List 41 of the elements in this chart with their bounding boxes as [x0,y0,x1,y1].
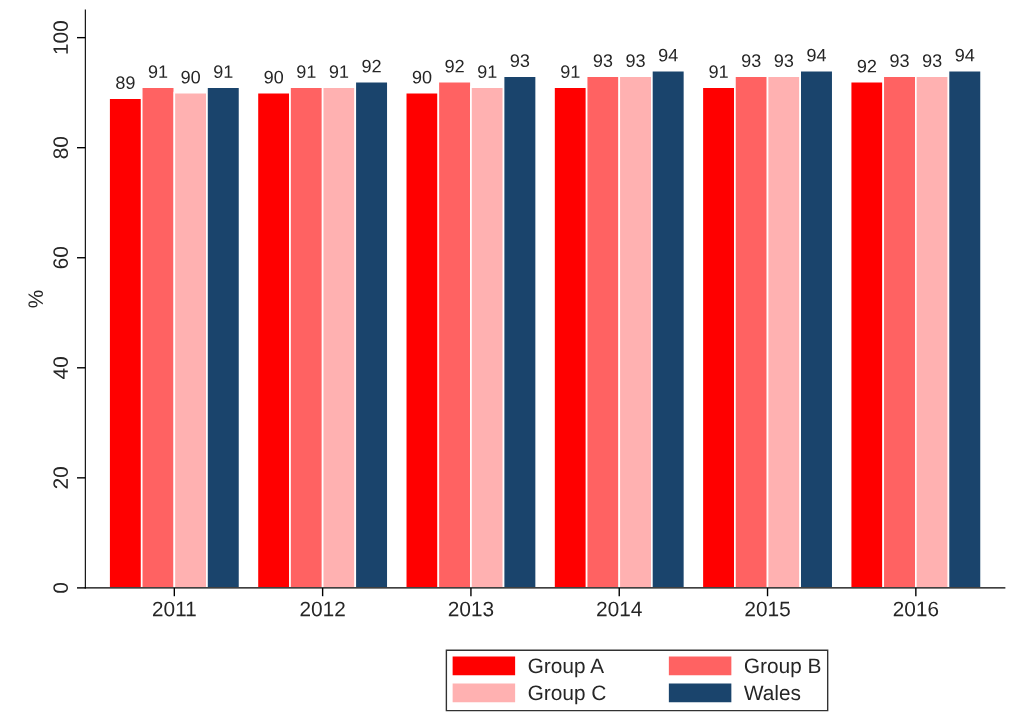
data-label: 91 [329,65,349,79]
data-label: 93 [742,54,761,68]
data-label: 93 [890,54,909,68]
data-label: 91 [478,65,497,79]
y-tick-label: 0 [53,582,69,593]
data-label: 91 [561,65,580,79]
data-label: 93 [922,54,942,68]
data-label: 91 [297,65,316,79]
y-axis-title: % [28,290,43,308]
data-label: 89 [116,76,135,90]
x-tick-label: 2013 [448,601,494,617]
x-tick-label: 2011 [152,601,196,617]
data-label: 94 [955,48,975,62]
data-label: 92 [857,59,877,73]
data-label: 92 [445,59,464,73]
y-tick-label: 80 [53,136,69,159]
x-tick-label: 2014 [597,601,642,617]
y-tick-label: 40 [53,357,69,379]
y-tick-label: 20 [53,467,69,489]
legend-label: Group A [528,658,605,678]
x-tick-label: 2015 [745,601,790,617]
x-tick-label: 2012 [300,601,345,617]
legend-label: Group C [528,685,606,705]
data-label: 90 [181,70,200,84]
legend-label: Group B [744,658,821,678]
data-label: 93 [510,54,530,68]
x-tick-label: 2016 [893,601,939,617]
data-label: 90 [264,70,284,84]
data-label: 91 [214,65,233,79]
data-label: 90 [412,70,432,84]
data-label: 93 [626,54,645,68]
data-label: 91 [148,65,168,79]
data-label: 93 [774,54,794,68]
data-label: 91 [709,65,728,79]
data-label: 93 [593,54,613,68]
y-tick-label: 60 [53,246,69,269]
data-label: 94 [807,48,826,62]
data-label: 92 [362,59,381,73]
legend-label: Wales [743,684,801,701]
data-label: 94 [658,48,678,62]
y-tick-label: 100 [53,21,69,54]
